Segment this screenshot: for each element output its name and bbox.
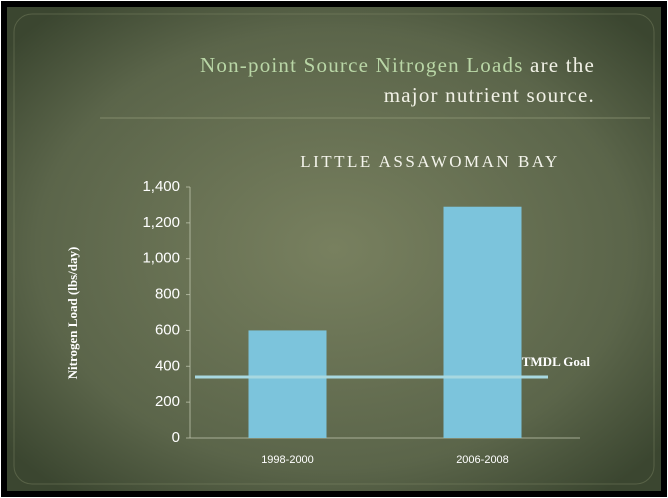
bar [443, 206, 522, 438]
y-tick-label: 200 [155, 393, 180, 410]
title-highlight: Non-point Source Nitrogen Loads [200, 53, 524, 77]
x-tick-label: 2006-2008 [456, 454, 509, 466]
x-tick-label: 1998-2000 [261, 454, 314, 466]
bar [248, 330, 327, 438]
y-tick-label: 1,400 [142, 178, 180, 195]
slide-background [7, 7, 661, 491]
y-tick-label: 600 [155, 321, 180, 338]
y-tick-label: 400 [155, 357, 180, 374]
slide-title: Non-point Source Nitrogen Loads are the … [145, 50, 595, 110]
title-rest: are the major nutrient source. [383, 53, 595, 107]
reference-label: TMDL Goal [522, 354, 591, 369]
y-axis-label: Nitrogen Load (lbs/day) [65, 247, 80, 380]
y-tick-label: 1,200 [142, 214, 180, 231]
y-tick-label: 1,000 [142, 250, 180, 267]
chart-title: LITTLE ASSAWOMAN BAY [300, 152, 560, 171]
y-tick-label: 0 [172, 429, 180, 446]
y-tick-label: 800 [155, 286, 180, 303]
slide-border [13, 13, 655, 485]
